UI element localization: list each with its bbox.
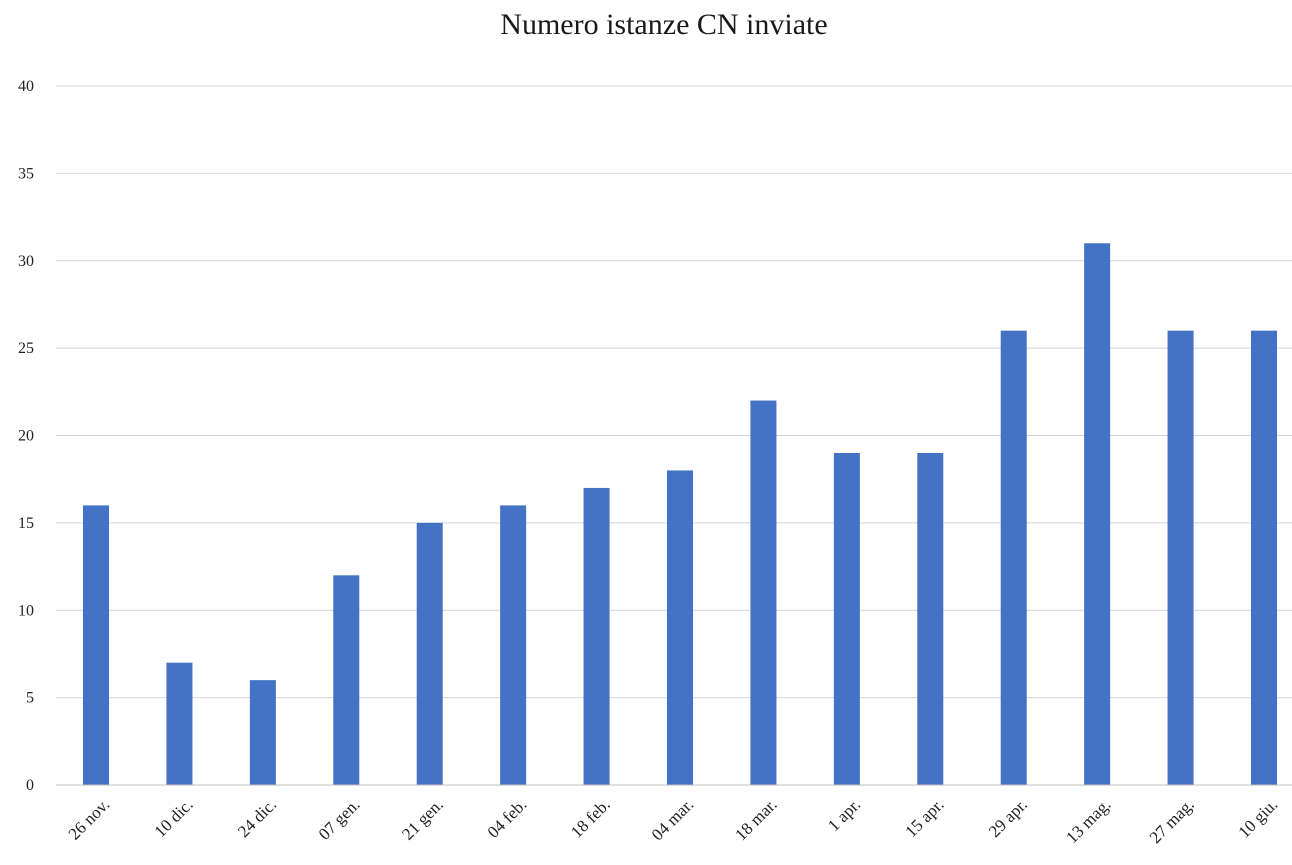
y-tick-label: 15 (18, 515, 34, 532)
y-tick-label: 0 (26, 777, 34, 794)
bar (416, 522, 443, 785)
bar (917, 452, 944, 785)
y-axis-ticks: 0 5 10 15 20 25 30 35 40 (18, 78, 34, 794)
x-category-label: 15 apr. (901, 795, 947, 841)
bar (500, 505, 527, 785)
x-category-label: 10 dic. (151, 795, 197, 841)
y-tick-label: 25 (18, 340, 34, 357)
y-tick-label: 40 (18, 78, 34, 95)
bar (249, 680, 276, 785)
x-category-label: 18 mar. (731, 795, 780, 844)
bar (1251, 330, 1277, 785)
x-category-label: 04 mar. (648, 795, 697, 844)
x-category-label: 27 mag. (1146, 795, 1198, 847)
bar (750, 400, 777, 785)
x-category-label: 13 mag. (1062, 795, 1114, 847)
y-tick-label: 5 (26, 690, 34, 707)
x-axis-labels: 26 nov. 10 dic. 24 dic. 07 gen. 21 gen. 04 fe… (65, 795, 1282, 847)
y-tick-label: 30 (18, 253, 34, 270)
x-category-label: 26 nov. (65, 795, 114, 844)
x-category-label: 18 feb. (567, 795, 614, 842)
bar (1167, 330, 1194, 785)
x-category-label: 04 feb. (484, 795, 531, 842)
bar (166, 662, 193, 785)
x-category-label: 10 giu. (1234, 795, 1281, 842)
bar (1000, 330, 1027, 785)
bar (83, 505, 109, 785)
y-tick-label: 35 (18, 165, 34, 182)
y-tick-label: 20 (18, 428, 34, 445)
bar (1084, 243, 1111, 785)
x-category-label: 1 apr. (824, 795, 864, 835)
bar (333, 575, 360, 785)
bars (83, 243, 1277, 785)
x-category-label: 21 gen. (398, 795, 447, 844)
chart-title: Numero istanze CN inviate (500, 8, 827, 41)
x-category-label: 24 dic. (234, 795, 280, 841)
y-tick-label: 10 (18, 602, 34, 619)
x-category-label: 07 gen. (315, 795, 364, 844)
bar (583, 487, 610, 785)
bar (833, 452, 860, 785)
bar (667, 470, 693, 785)
x-category-label: 29 apr. (985, 795, 1031, 841)
